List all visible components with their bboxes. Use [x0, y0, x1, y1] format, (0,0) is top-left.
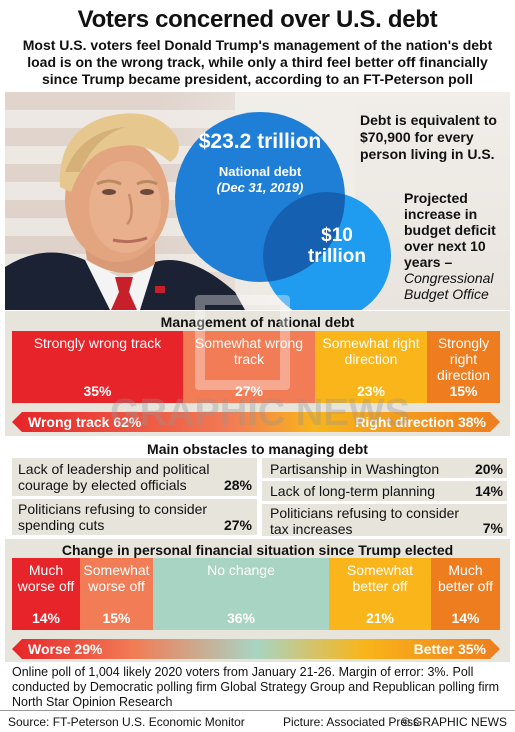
footer: Source: FT-Peterson U.S. Economic Monito…	[0, 710, 515, 732]
finances-segment-label: Much worse off	[17, 562, 75, 594]
national-debt-value: $23.2 trillion	[198, 130, 322, 153]
picture-credit: Picture: Associated Press	[283, 715, 420, 729]
deficit-note-main: Projected increase in budget deficit ove…	[404, 190, 496, 270]
obstacle-spending-cuts-pct: 27%	[223, 517, 252, 533]
management-segment-3: Somewhat right direction 23%	[315, 331, 427, 403]
finances-segment-4: Somewhat better off 21%	[329, 558, 431, 630]
finances-segment-2: Somewhat worse off 15%	[80, 558, 153, 630]
finances-segment-pct: 14%	[31, 610, 61, 626]
management-segment-pct: 27%	[234, 383, 264, 399]
deficit-value: $10 trillion	[307, 225, 367, 267]
management-heading: Management of national debt	[160, 314, 355, 330]
finances-heading: Change in personal financial situation s…	[61, 542, 454, 558]
page-title: Voters concerned over U.S. debt	[77, 6, 438, 33]
management-segment-pct: 35%	[83, 383, 112, 399]
finances-segment-pct: 21%	[365, 610, 395, 626]
obstacle-partisanship-pct: 20%	[474, 461, 503, 477]
finances-segment-label: No change	[207, 562, 275, 578]
obstacle-planning: Lack of long-term planning	[270, 483, 435, 499]
finances-segment-label: Somewhat worse off	[83, 562, 150, 594]
obstacles-heading: Main obstacles to managing debt	[147, 441, 368, 457]
right-direction-label: Right direction 38%	[355, 414, 486, 430]
deficit-note: Projected increase in budget deficit ove…	[404, 190, 510, 302]
obstacle-tax-increases-pct: 7%	[482, 520, 503, 536]
wrong-track-total: Wrong track 62% Right direction 38%	[12, 412, 500, 432]
finances-segment-label: Somewhat better off	[346, 562, 414, 594]
finances-segment-5: Much better off 14%	[431, 558, 500, 630]
worse-label: Worse 29%	[28, 641, 103, 657]
wrong-track-label: Wrong track 62%	[28, 414, 142, 430]
management-segment-4: Strongly right direction 15%	[427, 331, 500, 403]
management-segment-label: Strongly wrong track	[33, 335, 162, 351]
finances-segment-pct: 36%	[226, 610, 256, 626]
per-person-note: Debt is equivalent to $70,900 for every …	[360, 112, 497, 162]
source-credit: Source: FT-Peterson U.S. Economic Monito…	[8, 715, 245, 729]
management-segment-1: Strongly wrong track 35%	[12, 331, 183, 403]
national-debt-date: (Dec 31, 2019)	[216, 180, 304, 195]
portrait-photo	[5, 113, 245, 310]
obstacle-tax-increases: Politicians refusing to consider tax inc…	[270, 505, 460, 537]
better-label: Better 35%	[413, 641, 486, 657]
obstacle-leadership-pct: 28%	[223, 477, 252, 493]
finances-segment-pct: 14%	[451, 610, 480, 626]
watermark-logo	[195, 295, 290, 390]
obstacle-leadership: Lack of leadership and political courage…	[18, 461, 210, 493]
management-segment-pct: 15%	[449, 383, 478, 399]
finances-bar: Much worse off 14% Somewhat worse off 15% No…	[12, 558, 500, 630]
management-bar: Strongly wrong track 35% Somewhat wrong tr…	[12, 331, 500, 403]
page-subtitle: Most U.S. voters feel Donald Trump's man…	[22, 37, 493, 87]
worse-better-total: Worse 29% Better 35%	[12, 639, 500, 659]
management-segment-2: Somewhat wrong track 27%	[183, 331, 315, 403]
deficit-note-source: Congressional Budget Office	[404, 270, 494, 302]
copyright: © GRAPHIC NEWS	[400, 715, 507, 729]
finances-segment-pct: 15%	[102, 610, 131, 626]
finances-segment-3: No change 36%	[153, 558, 329, 630]
obstacle-planning-pct: 14%	[474, 483, 503, 499]
watermark-text: GRAPHIC NEWS	[110, 392, 410, 434]
obstacle-partisanship: Partisanship in Washington	[270, 461, 440, 477]
management-segment-label: Somewhat wrong track	[194, 335, 304, 367]
management-segment-label: Somewhat right direction	[322, 335, 420, 367]
national-debt-label: National debt	[218, 164, 302, 179]
management-segment-pct: 23%	[356, 383, 386, 399]
finances-segment-label: Much better off	[437, 562, 493, 594]
methodology-note: Online poll of 1,004 likely 2020 voters …	[12, 665, 500, 709]
finances-segment-1: Much worse off 14%	[12, 558, 80, 630]
management-segment-label: Strongly right direction	[437, 335, 490, 383]
hero-panel: $23.2 trillion National debt (Dec 31, 20…	[5, 92, 510, 310]
obstacle-spending-cuts: Politicians refusing to consider spendin…	[18, 501, 208, 533]
